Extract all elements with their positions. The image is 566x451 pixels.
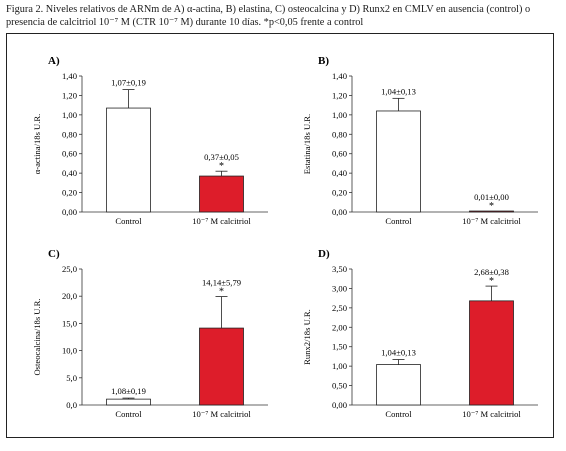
- panel-label: C): [48, 248, 60, 260]
- data-label: 0,01±0,00: [474, 192, 509, 202]
- figure-frame: [6, 33, 554, 438]
- bar: [199, 175, 244, 213]
- significance-star: *: [219, 287, 224, 298]
- y-tick-label: 1,40: [62, 71, 77, 81]
- chart-panel-b: B) Estatina/18s U.R. 0,00 0,20 0,40 0,60 0,80 1…: [302, 55, 538, 226]
- category-label: Control: [385, 216, 412, 226]
- chart-panel-a: A) α-actina/18s U.R. 0,00 0,20 0,40 0,60 0,80 1…: [32, 55, 268, 226]
- chart-panel-d: D) Runx2/18s U.R. 0,00 0,50 1,00 1,50 2,00 2,50…: [302, 248, 538, 419]
- data-label: 2,68±0,38: [474, 267, 509, 277]
- y-tick-label: 1,40: [332, 71, 347, 81]
- data-label: 1,04±0,13: [381, 86, 416, 96]
- y-axis-label: Osteocalcina/18s U.R.: [32, 298, 42, 375]
- y-tick-label: 25,0: [62, 264, 77, 274]
- bar: [376, 110, 421, 213]
- data-label: 0,37±0,05: [204, 152, 239, 162]
- category-label: Control: [385, 409, 412, 419]
- y-axis-label: α-actina/18s U.R.: [32, 114, 42, 175]
- y-tick-label: 15,0: [62, 318, 77, 328]
- bar: [469, 210, 514, 213]
- y-tick-label: 0,60: [332, 149, 347, 159]
- y-tick-label: 0,00: [62, 207, 77, 217]
- y-tick-label: 0,20: [62, 188, 77, 198]
- y-tick-label: 2,50: [332, 303, 347, 313]
- data-label: 1,04±0,13: [381, 348, 416, 358]
- y-axis-label: Runx2/18s U.R.: [302, 309, 312, 365]
- y-tick-label: 0,40: [332, 168, 347, 178]
- panel-label: A): [48, 55, 60, 67]
- data-label: 1,08±0,19: [111, 386, 146, 396]
- y-tick-label: 1,00: [332, 361, 347, 371]
- y-tick-label: 1,00: [62, 110, 77, 120]
- y-tick-label: 0,80: [332, 129, 347, 139]
- panel-label: D): [318, 248, 330, 260]
- bar: [199, 327, 244, 406]
- category-label: Control: [115, 409, 142, 419]
- y-tick-label: 0,40: [62, 168, 77, 178]
- category-label: 10⁻⁷ M calcitriol: [192, 216, 251, 226]
- y-tick-label: 10,0: [62, 346, 77, 356]
- y-tick-label: 5,0: [66, 373, 77, 383]
- y-tick-label: 0,80: [62, 129, 77, 139]
- significance-star: *: [489, 276, 494, 287]
- bar: [106, 107, 151, 213]
- significance-star: *: [489, 201, 494, 212]
- data-label: 1,07±0,19: [111, 78, 146, 88]
- y-tick-label: 1,20: [62, 90, 77, 100]
- y-tick-label: 3,00: [332, 283, 347, 293]
- y-tick-label: 0,50: [332, 381, 347, 391]
- y-tick-label: 1,50: [332, 342, 347, 352]
- y-axis-label: Estatina/18s U.R.: [302, 114, 312, 174]
- y-tick-label: 0,20: [332, 188, 347, 198]
- bar: [376, 364, 421, 406]
- significance-star: *: [219, 161, 224, 172]
- figure-caption: Figura 2. Niveles relativos de ARNm de A…: [6, 4, 531, 28]
- y-tick-label: 1,00: [332, 110, 347, 120]
- chart-panel-c: C) Osteocalcina/18s U.R. 0,0 5,0 10,0 15,0 20,…: [32, 248, 268, 419]
- y-tick-label: 0,0: [66, 400, 77, 410]
- category-label: 10⁻⁷ M calcitriol: [462, 216, 521, 226]
- category-label: 10⁻⁷ M calcitriol: [192, 409, 251, 419]
- bar: [469, 300, 514, 406]
- category-label: 10⁻⁷ M calcitriol: [462, 409, 521, 419]
- y-tick-label: 1,20: [332, 90, 347, 100]
- y-tick-label: 0,00: [332, 400, 347, 410]
- bar: [106, 398, 151, 406]
- y-tick-label: 20,0: [62, 291, 77, 301]
- y-tick-label: 0,60: [62, 149, 77, 159]
- y-tick-label: 3,50: [332, 264, 347, 274]
- y-tick-label: 2,00: [332, 322, 347, 332]
- panel-label: B): [318, 55, 329, 67]
- data-label: 14,14±5,79: [202, 278, 241, 288]
- y-tick-label: 0,00: [332, 207, 347, 217]
- category-label: Control: [115, 216, 142, 226]
